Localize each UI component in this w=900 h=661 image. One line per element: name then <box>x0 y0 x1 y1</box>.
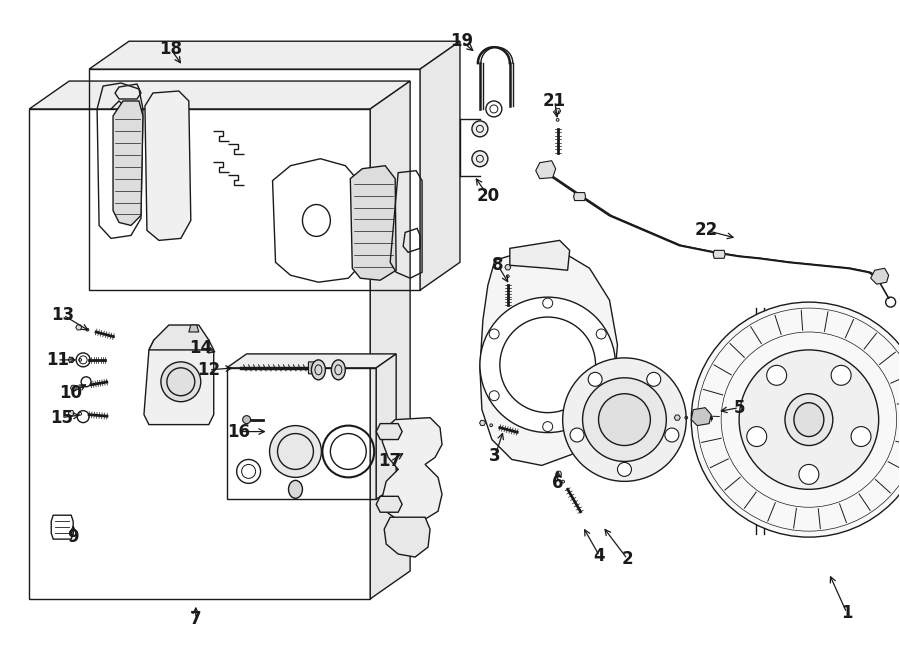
Polygon shape <box>68 410 74 416</box>
Text: 3: 3 <box>489 447 500 465</box>
Text: 1: 1 <box>841 603 852 622</box>
Polygon shape <box>70 385 77 391</box>
Polygon shape <box>420 41 460 290</box>
Polygon shape <box>189 325 199 332</box>
Circle shape <box>747 426 767 447</box>
Text: 9: 9 <box>68 528 79 546</box>
Polygon shape <box>382 418 442 521</box>
Text: 18: 18 <box>159 40 183 58</box>
Polygon shape <box>144 340 213 424</box>
Circle shape <box>480 297 616 432</box>
Polygon shape <box>227 354 396 368</box>
Circle shape <box>270 426 321 477</box>
Polygon shape <box>148 325 209 350</box>
Circle shape <box>831 366 851 385</box>
Polygon shape <box>370 81 410 599</box>
Circle shape <box>598 394 651 446</box>
Circle shape <box>799 465 819 485</box>
Text: 8: 8 <box>492 256 504 274</box>
Ellipse shape <box>289 481 302 498</box>
Polygon shape <box>555 471 562 477</box>
Text: 15: 15 <box>50 408 73 426</box>
Circle shape <box>243 416 250 424</box>
Ellipse shape <box>331 360 346 380</box>
Text: 16: 16 <box>227 422 250 441</box>
Text: 12: 12 <box>197 361 220 379</box>
Text: 11: 11 <box>46 351 68 369</box>
Text: 7: 7 <box>190 610 202 628</box>
Polygon shape <box>376 424 402 440</box>
Text: 21: 21 <box>543 92 566 110</box>
Ellipse shape <box>785 394 832 446</box>
Text: 17: 17 <box>379 452 401 471</box>
Text: 20: 20 <box>476 186 500 204</box>
Text: 6: 6 <box>552 475 563 492</box>
Text: 22: 22 <box>695 221 718 239</box>
Text: 10: 10 <box>59 384 83 402</box>
Text: 19: 19 <box>450 32 473 50</box>
Polygon shape <box>376 354 396 499</box>
Polygon shape <box>573 192 586 200</box>
Polygon shape <box>376 496 402 512</box>
Polygon shape <box>384 517 430 557</box>
Circle shape <box>739 350 878 489</box>
Circle shape <box>767 366 787 385</box>
Polygon shape <box>713 251 725 258</box>
Circle shape <box>582 378 666 461</box>
Polygon shape <box>554 108 561 114</box>
Polygon shape <box>480 420 485 426</box>
Polygon shape <box>145 91 191 241</box>
Circle shape <box>617 463 632 477</box>
Polygon shape <box>480 249 617 465</box>
Circle shape <box>570 428 584 442</box>
Polygon shape <box>113 101 143 225</box>
Circle shape <box>691 302 900 537</box>
Text: 14: 14 <box>189 339 212 357</box>
Polygon shape <box>674 415 680 420</box>
Circle shape <box>562 358 687 481</box>
Ellipse shape <box>794 403 824 436</box>
Polygon shape <box>68 358 74 362</box>
Polygon shape <box>536 161 555 178</box>
Polygon shape <box>30 81 410 109</box>
Circle shape <box>851 426 871 447</box>
Text: 5: 5 <box>734 399 745 416</box>
Text: 4: 4 <box>594 547 606 565</box>
Circle shape <box>161 362 201 402</box>
Polygon shape <box>509 241 570 270</box>
Polygon shape <box>76 325 82 330</box>
Ellipse shape <box>311 360 326 380</box>
Polygon shape <box>309 362 319 374</box>
Polygon shape <box>691 408 711 426</box>
Circle shape <box>472 121 488 137</box>
Circle shape <box>647 372 661 386</box>
Circle shape <box>665 428 679 442</box>
Text: 13: 13 <box>51 306 75 324</box>
Circle shape <box>589 372 602 386</box>
Polygon shape <box>350 166 396 280</box>
Polygon shape <box>505 264 511 270</box>
Circle shape <box>472 151 488 167</box>
Polygon shape <box>89 41 460 69</box>
Text: 2: 2 <box>622 550 634 568</box>
Polygon shape <box>870 268 888 284</box>
